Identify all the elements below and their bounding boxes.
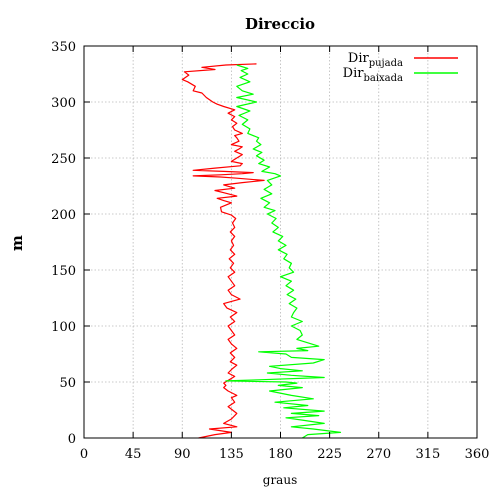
x-tick-label: 225: [317, 447, 342, 462]
legend-label-main: Dir: [343, 66, 365, 81]
series-line-pujada: [181, 63, 265, 439]
x-axis-label: graus: [263, 473, 297, 487]
y-tick-label: 250: [51, 152, 76, 167]
x-tick-label: 90: [174, 447, 191, 462]
y-tick-label: 0: [68, 432, 76, 447]
x-tick-label: 360: [465, 447, 490, 462]
x-tick-label: 270: [366, 447, 391, 462]
legend-label-subscript: baixada: [363, 73, 403, 84]
legend-label-main: Dir: [348, 51, 370, 66]
x-tick-label: 180: [268, 447, 293, 462]
legend-label-subscript: pujada: [369, 58, 403, 69]
series-line-baixada: [225, 64, 342, 439]
x-tick-label: 45: [125, 447, 142, 462]
legend-label-pujada: Dirpujada: [348, 51, 403, 69]
y-tick-label: 200: [51, 208, 76, 223]
y-tick-label: 300: [51, 96, 76, 111]
y-tick-label: 350: [51, 40, 76, 55]
x-tick-label: 315: [415, 447, 440, 462]
y-tick-label: 50: [59, 376, 76, 391]
x-tick-label: 0: [80, 447, 88, 462]
y-axis-label: m: [8, 235, 26, 251]
series-group: [181, 63, 342, 439]
y-tick-label: 100: [51, 320, 76, 335]
x-tick-label: 135: [219, 447, 244, 462]
legend-label-baixada: Dirbaixada: [343, 66, 403, 84]
ticks: 0 45 90 135 180 225 270 315 360 0 50 100 150 200 250 30…: [51, 40, 489, 462]
y-tick-label: 150: [51, 264, 76, 279]
chart-title: Direccio: [245, 15, 315, 33]
